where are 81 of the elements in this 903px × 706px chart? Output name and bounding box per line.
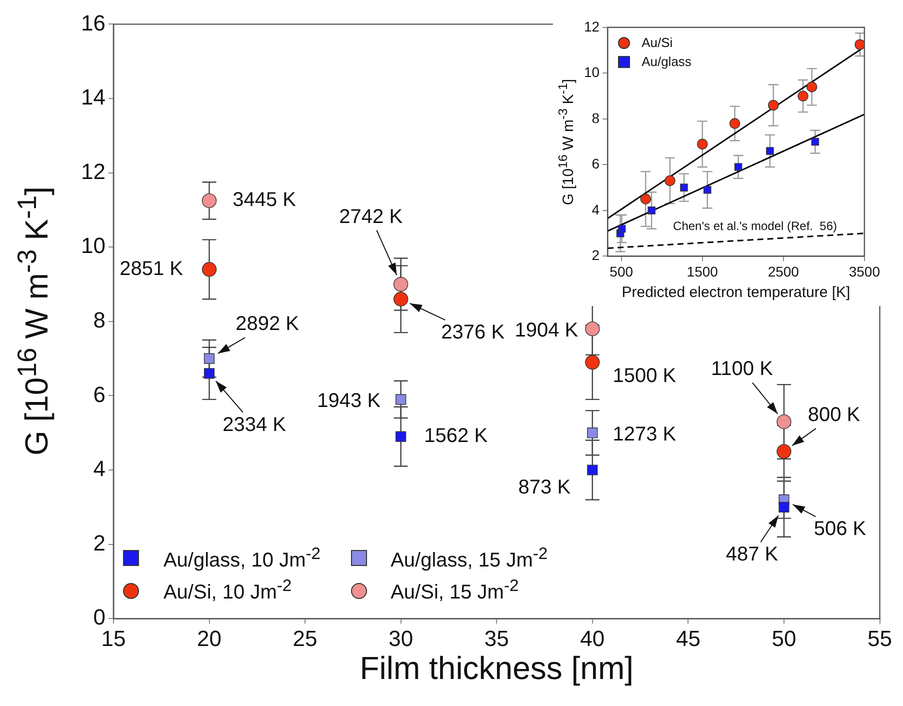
x-tick-label: 40 xyxy=(580,626,605,651)
point xyxy=(734,163,742,171)
point xyxy=(202,262,217,277)
legend-label: Au/Si, 10 Jm$^{-2}$ xyxy=(163,576,292,605)
point xyxy=(393,292,408,306)
legend-label: Au/Si, 15 Jm$^{-2}$ xyxy=(390,576,519,605)
x-tick-label: 1500 xyxy=(686,263,718,280)
y-tick-label: 4 xyxy=(592,201,600,218)
point xyxy=(776,414,792,430)
point xyxy=(587,428,598,438)
point xyxy=(798,90,808,102)
x-axis-title: Predicted electron temperature [K] xyxy=(620,284,852,300)
annotation: 3445 K xyxy=(232,189,297,212)
point xyxy=(729,118,740,129)
annotation: 1943 K xyxy=(317,390,382,412)
y-tick-label: 10 xyxy=(80,233,106,258)
point xyxy=(811,138,820,146)
point xyxy=(396,431,406,442)
x-tick-label: 2500 xyxy=(768,263,800,280)
y-tick-label: 12 xyxy=(584,18,600,34)
annotation: 1904 K xyxy=(514,319,579,342)
point xyxy=(396,394,406,405)
x-tick-label: 35 xyxy=(484,626,509,651)
x-tick-label: 50 xyxy=(772,626,796,651)
x-tick-label: 30 xyxy=(388,626,414,651)
annotation: 1273 K xyxy=(612,423,677,446)
annotation: 487 K xyxy=(726,544,779,566)
x-tick-label: 55 xyxy=(868,626,892,651)
annotation: 506 K xyxy=(814,518,867,540)
y-tick-label: 4 xyxy=(93,456,106,482)
point xyxy=(854,39,864,50)
y-tick-label: 16 xyxy=(80,10,106,36)
point xyxy=(204,353,215,364)
y-tick-label: 6 xyxy=(592,156,600,172)
annotation: 1500 K xyxy=(612,364,677,387)
point xyxy=(587,464,598,476)
point xyxy=(585,321,600,336)
y-tick-label: 8 xyxy=(93,307,106,332)
annotation: 2376 K xyxy=(441,322,506,344)
y-tick-label: 10 xyxy=(584,64,600,80)
point xyxy=(778,502,790,512)
point xyxy=(766,147,774,155)
annotation: Chen's et al.'s model (Ref. 56) xyxy=(673,219,838,234)
x-tick-label: 25 xyxy=(292,626,318,651)
legend-label: Au/glass xyxy=(642,54,692,70)
point xyxy=(640,194,652,204)
point xyxy=(806,82,818,92)
x-tick-label: 3500 xyxy=(848,263,880,280)
annotation: 2892 K xyxy=(236,313,300,336)
point xyxy=(204,368,215,379)
annotation: 2334 K xyxy=(222,414,287,436)
y-tick-label: 2 xyxy=(592,247,600,264)
point xyxy=(393,276,408,292)
y-tick-label: 14 xyxy=(80,84,106,110)
point xyxy=(202,193,217,208)
point xyxy=(697,138,708,150)
x-axis-title: Film thickness [nm] xyxy=(358,650,635,687)
point xyxy=(680,184,688,192)
y-tick-label: 12 xyxy=(80,158,106,184)
y-tick-label: 8 xyxy=(592,110,600,126)
legend-label: Au/glass, 10 Jm$^{-2}$ xyxy=(163,544,321,572)
y-tick-label: 6 xyxy=(93,382,106,407)
x-tick-label: 500 xyxy=(610,263,634,280)
annotation: 2742 K xyxy=(339,206,404,228)
point xyxy=(704,186,712,194)
annotation: 873 K xyxy=(518,476,572,499)
legend-label: Au/Si xyxy=(642,35,673,50)
point xyxy=(664,175,676,186)
x-tick-label: 45 xyxy=(676,626,700,651)
point xyxy=(585,354,600,370)
annotation: 1562 K xyxy=(424,425,488,448)
point xyxy=(768,100,779,111)
annotation: 2851 K xyxy=(120,258,184,280)
legend-label: Au/glass, 15 Jm$^{-2}$ xyxy=(390,544,548,572)
point xyxy=(776,444,792,459)
y-tick-label: 2 xyxy=(93,530,106,556)
annotation: 1100 K xyxy=(711,358,774,380)
x-tick-label: 20 xyxy=(197,626,222,651)
point xyxy=(618,224,626,233)
annotation: 800 K xyxy=(808,404,861,426)
point xyxy=(648,206,656,214)
